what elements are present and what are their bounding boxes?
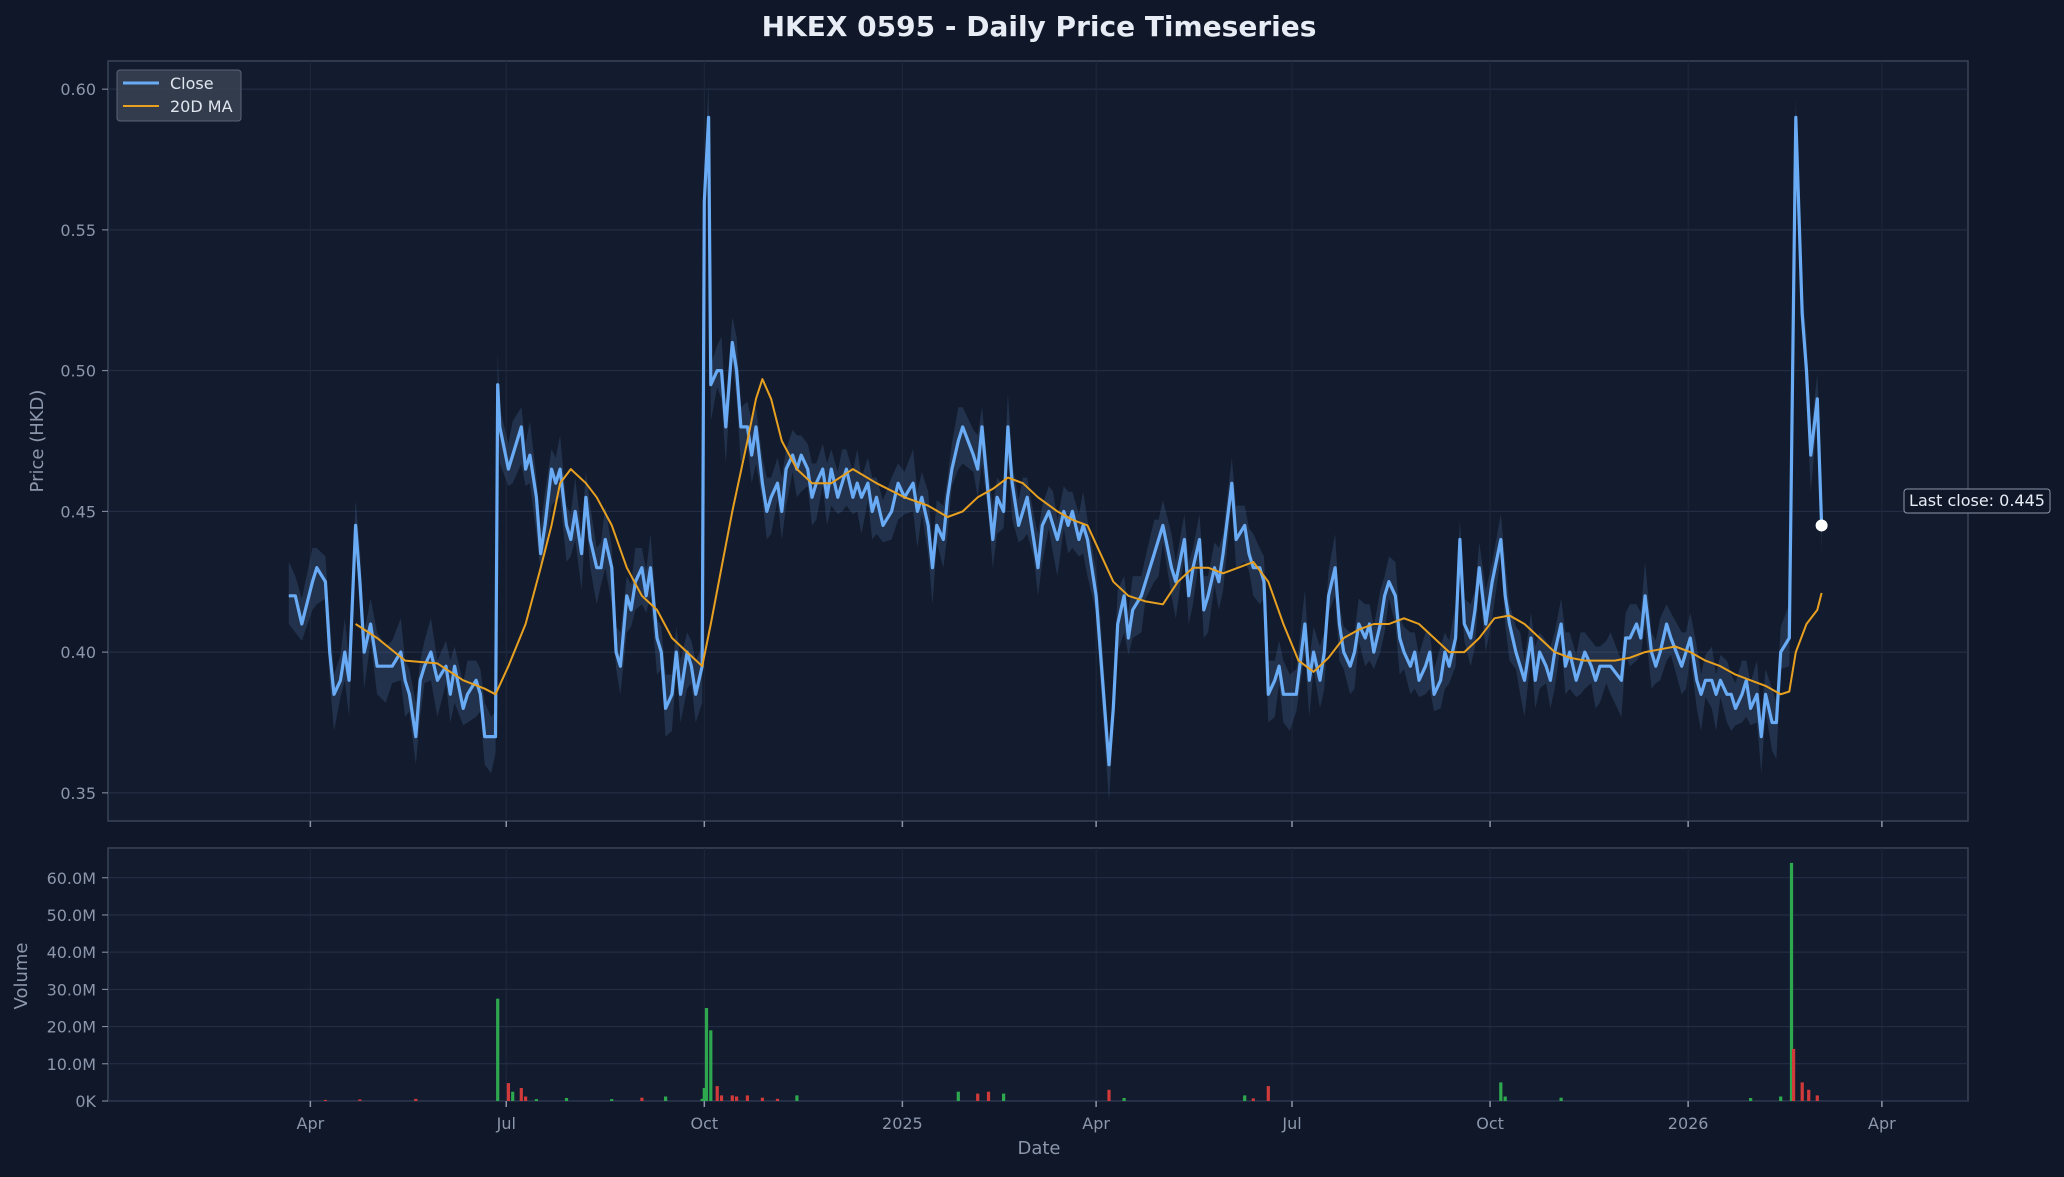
volume-y-tick-label: 50.0M bbox=[47, 906, 96, 925]
price-y-tick-label: 0.55 bbox=[60, 221, 96, 240]
volume-bar bbox=[1807, 1089, 1811, 1101]
volume-bar bbox=[1749, 1098, 1753, 1101]
price-y-label: Price (HKD) bbox=[27, 390, 48, 493]
x-axis-label: Date bbox=[1017, 1138, 1060, 1159]
volume-bar bbox=[610, 1099, 614, 1101]
price-y-tick-label: 0.45 bbox=[60, 502, 96, 521]
volume-bar bbox=[1815, 1095, 1819, 1101]
volume-bar bbox=[640, 1097, 644, 1101]
volume-y-ticks: 0K 10.0M 20.0M 30.0M 40.0M 50.0M 60.0M bbox=[47, 869, 108, 1111]
volume-panel bbox=[107, 847, 1969, 1102]
volume-bar bbox=[1559, 1097, 1563, 1101]
volume-bar bbox=[511, 1091, 515, 1101]
x-tick-label: Jul bbox=[1281, 1114, 1301, 1133]
volume-y-tick-label: 30.0M bbox=[47, 980, 96, 999]
volume-bar bbox=[704, 1008, 709, 1101]
chart-title: HKEX 0595 - Daily Price Timeseries bbox=[762, 10, 1317, 43]
price-lines bbox=[288, 115, 1824, 767]
legend: Close 20D MA bbox=[116, 69, 242, 122]
volume-bar bbox=[795, 1095, 799, 1101]
volume-y-label: Volume bbox=[11, 943, 32, 1010]
volume-bar bbox=[414, 1098, 418, 1101]
volume-bar bbox=[1243, 1095, 1247, 1101]
volume-bar bbox=[534, 1099, 538, 1101]
volume-bar bbox=[1122, 1098, 1126, 1101]
volume-bar bbox=[506, 1083, 510, 1101]
x-tick-label: Jul bbox=[496, 1114, 516, 1133]
price-y-tick-label: 0.50 bbox=[60, 362, 96, 381]
last-close-label: Last close: 0.445 bbox=[1909, 491, 2045, 510]
volume-bar bbox=[1800, 1082, 1804, 1101]
last-close-box bbox=[1903, 488, 2051, 514]
volume-bar bbox=[735, 1096, 739, 1101]
moving-average-line bbox=[355, 378, 1823, 696]
volume-bar bbox=[702, 1088, 706, 1101]
volume-bar bbox=[358, 1099, 362, 1101]
volume-bar bbox=[1266, 1086, 1270, 1101]
price-panel bbox=[107, 60, 1969, 822]
legend-close-label: Close bbox=[170, 74, 214, 93]
x-tick-label: Apr bbox=[1868, 1114, 1896, 1133]
volume-bar bbox=[496, 998, 500, 1101]
volume-bar bbox=[700, 1098, 704, 1101]
volume-bar bbox=[1251, 1098, 1255, 1101]
volume-bar bbox=[664, 1096, 668, 1101]
volume-bar bbox=[323, 1099, 327, 1101]
volume-y-tick-label: 60.0M bbox=[47, 869, 96, 888]
volume-y-tick-label: 10.0M bbox=[47, 1055, 96, 1074]
volume-bar bbox=[709, 1030, 713, 1101]
volume-bars bbox=[323, 862, 1819, 1101]
price-y-tick-label: 0.60 bbox=[60, 80, 96, 99]
price-y-tick-label: 0.40 bbox=[60, 643, 96, 662]
volume-bar bbox=[719, 1095, 724, 1101]
volume-bar bbox=[1002, 1093, 1006, 1101]
volume-bar bbox=[519, 1088, 523, 1101]
volume-y-tick-label: 40.0M bbox=[47, 943, 96, 962]
volume-bar bbox=[564, 1098, 569, 1101]
x-tick-label: Apr bbox=[1082, 1114, 1110, 1133]
volume-bar bbox=[1107, 1089, 1111, 1101]
volume-bar bbox=[1792, 1048, 1796, 1101]
x-tick-label: 2026 bbox=[1668, 1114, 1709, 1133]
x-tick-label: Apr bbox=[297, 1114, 325, 1133]
price-y-ticks: 0.35 0.40 0.45 0.50 0.55 0.60 bbox=[60, 80, 108, 803]
volume-bar bbox=[524, 1096, 528, 1101]
last-close-annotation: Last close: 0.445 bbox=[1815, 488, 2051, 532]
x-axis-ticks: Apr Jul Oct 2025 Apr Jul Oct 2026 Apr bbox=[297, 821, 1896, 1133]
volume-y-tick-label: 0K bbox=[75, 1092, 96, 1111]
volume-grid bbox=[108, 848, 1968, 1102]
volume-bar bbox=[956, 1091, 960, 1101]
volume-bar bbox=[976, 1093, 980, 1101]
last-close-marker bbox=[1815, 519, 1828, 532]
volume-bar bbox=[1499, 1082, 1503, 1101]
volume-bar bbox=[1503, 1096, 1507, 1101]
volume-bar bbox=[775, 1098, 780, 1101]
volume-bar bbox=[986, 1091, 991, 1101]
volume-y-tick-label: 20.0M bbox=[47, 1018, 96, 1037]
volume-bar bbox=[715, 1086, 719, 1101]
x-tick-label: Oct bbox=[1476, 1114, 1504, 1133]
x-tick-label: 2025 bbox=[882, 1114, 923, 1133]
volume-bar bbox=[1789, 862, 1794, 1101]
x-tick-label: Oct bbox=[690, 1114, 718, 1133]
price-y-tick-label: 0.35 bbox=[60, 784, 96, 803]
volume-bar bbox=[745, 1095, 749, 1101]
volume-bar bbox=[1779, 1096, 1783, 1101]
legend-ma-label: 20D MA bbox=[170, 97, 233, 116]
close-price-line bbox=[288, 115, 1824, 767]
volume-bar bbox=[760, 1097, 764, 1101]
volume-bar bbox=[730, 1095, 734, 1101]
